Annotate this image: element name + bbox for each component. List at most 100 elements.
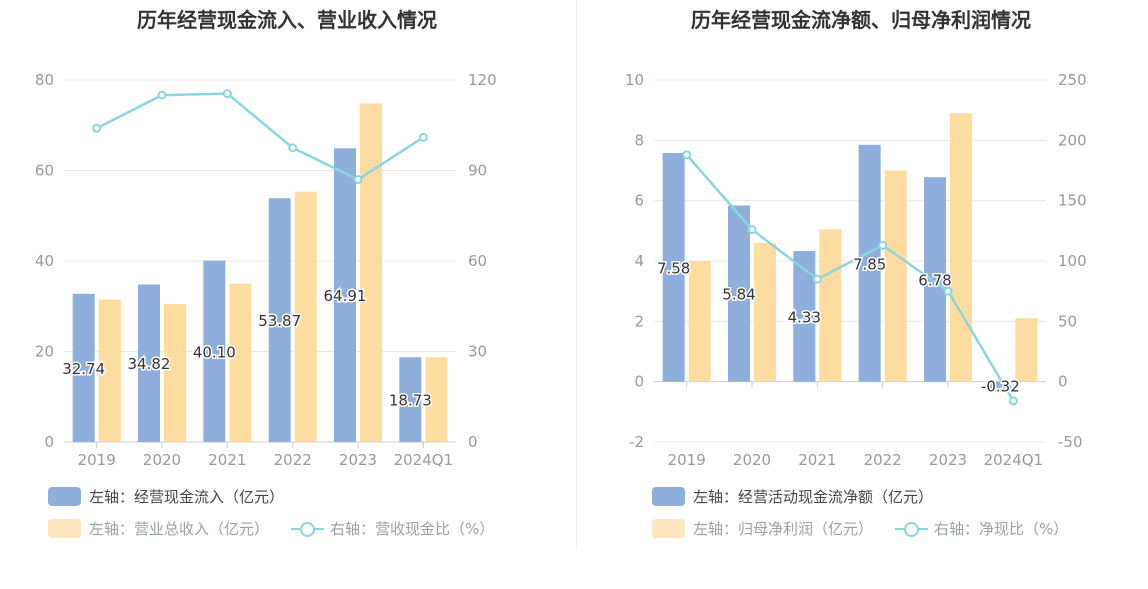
y-tick-label-right: 200 (1058, 131, 1087, 149)
y-tick-label-left: 80 (35, 71, 54, 89)
y-tick-label-left: 2 (634, 312, 644, 330)
y-tick-label-left: 4 (634, 252, 644, 270)
line-series (685, 153, 1015, 402)
legend-item[interactable]: 左轴：经营现金流入（亿元） (48, 486, 284, 507)
bar (164, 303, 186, 442)
x-tick-label: 2022 (864, 451, 902, 469)
legend-label: 右轴：净现比（%） (934, 520, 1069, 538)
legend-swatch-line (895, 519, 929, 538)
bar (399, 357, 422, 442)
y-tick-label-left: 0 (634, 373, 644, 391)
y-tick-label-right: 30 (468, 343, 487, 361)
data-label: 4.33 (788, 308, 821, 326)
bar (138, 284, 160, 442)
line-point (353, 175, 363, 185)
legend-item[interactable]: 左轴：经营活动现金流净额（亿元） (652, 486, 933, 507)
line-point (418, 132, 428, 142)
bar (203, 260, 226, 442)
legend-item[interactable]: 左轴：归母净利润（亿元） (652, 518, 873, 539)
bar (72, 293, 95, 442)
panel-divider (576, 0, 577, 550)
bar (360, 103, 382, 442)
bar (229, 283, 252, 442)
bar (294, 191, 317, 442)
y-tick-label-left: -2 (629, 433, 644, 451)
legend-label: 左轴：归母净利润（亿元） (693, 520, 874, 538)
y-tick-label-left: 20 (35, 343, 54, 361)
y-tick-label-left: 40 (35, 252, 54, 270)
x-tick-label: 2020 (733, 451, 771, 469)
bar (425, 357, 448, 442)
x-tick-label: 2021 (798, 451, 836, 469)
bar (819, 229, 842, 382)
bar (793, 251, 816, 382)
x-tick-label: 2019 (78, 451, 116, 469)
data-label: 5.84 (722, 286, 755, 304)
chart-panel-right: 历年经营现金流净额、归母净利润情况 -2 0 2 4 6 8 10 -50 0 50 100 150 2… (574, 0, 1148, 589)
legend-item[interactable]: 右轴：营收现金比（%） (291, 518, 494, 539)
bar (884, 170, 907, 382)
y-tick-label-left: 10 (625, 71, 644, 89)
line-point (878, 240, 888, 250)
y-tick-label-right: 250 (1058, 71, 1087, 89)
y-tick-label-left: 60 (35, 162, 54, 180)
legend-swatch-line (291, 519, 325, 538)
y-tick-label-right: 60 (468, 252, 487, 270)
y-tick-label-right: -50 (1058, 433, 1083, 451)
bar (728, 205, 750, 382)
chart-title: 历年经营现金流入、营业收入情况 (137, 8, 437, 32)
x-tick-label: 2024Q1 (984, 451, 1044, 469)
bar (662, 153, 685, 382)
legend-label: 左轴：经营现金流入（亿元） (89, 488, 285, 506)
line-point (157, 90, 167, 100)
y-tick-label-left: 8 (634, 131, 644, 149)
x-tick-label: 2022 (274, 451, 312, 469)
bar (98, 299, 121, 442)
chart-panel-left: 历年经营现金流入、营业收入情况 0 20 40 60 80 0 30 60 90 120 2019 2… (35, 8, 497, 539)
line-point (92, 123, 102, 133)
x-tick-label: 2023 (339, 451, 377, 469)
y-tick-label-right: 90 (468, 162, 487, 180)
legend-label: 右轴：营收现金比（%） (330, 520, 495, 538)
legend-item[interactable]: 右轴：净现比（%） (895, 518, 1068, 539)
y-tick-label-left: 6 (634, 192, 644, 210)
legend-swatch-bar (48, 519, 81, 538)
legend-swatch-bar (652, 519, 685, 538)
chart-svg: 0 20 40 60 80 0 30 60 90 120 2019 2020 2021 2022 2023 2… (35, 71, 497, 469)
line-point (222, 89, 232, 99)
line-series (96, 92, 425, 181)
y-tick-label-right: 0 (1058, 373, 1068, 391)
x-tick-label: 2024Q1 (394, 451, 454, 469)
line-point (747, 225, 757, 235)
y-tick-label-left: 0 (44, 433, 54, 451)
data-label: 32.74 (62, 360, 105, 378)
bar (754, 242, 776, 382)
bar (1015, 318, 1038, 382)
data-label: -0.32 (981, 378, 1020, 396)
y-tick-label-right: 150 (1058, 192, 1087, 210)
data-label: 64.91 (324, 287, 367, 305)
line-point (682, 150, 692, 160)
bar (989, 381, 1012, 392)
bar (858, 144, 881, 382)
bar (688, 261, 711, 382)
x-tick-label: 2020 (143, 451, 181, 469)
legend-label: 左轴：经营活动现金流净额（亿元） (693, 488, 934, 506)
data-label: 7.85 (853, 255, 886, 273)
y-tick-label-right: 100 (1058, 252, 1087, 270)
line-point (943, 286, 953, 296)
y-tick-label-right: 50 (1058, 312, 1077, 330)
y-tick-label-right: 120 (468, 71, 497, 89)
data-label: 40.10 (193, 343, 236, 361)
legend-item[interactable]: 左轴：营业总收入（亿元） (48, 518, 269, 539)
data-label: 18.73 (389, 392, 432, 410)
x-tick-label: 2021 (208, 451, 246, 469)
legend-swatch-bar (652, 487, 685, 506)
bar (950, 113, 972, 382)
data-label: 34.82 (128, 355, 171, 373)
bar (268, 198, 291, 442)
data-label: 7.58 (657, 259, 690, 277)
chart-svg: -2 0 2 4 6 8 10 -50 0 50 100 150 200 250 2019 2020 2021 2… (625, 71, 1087, 469)
line-point (288, 143, 298, 153)
data-label: 6.78 (918, 271, 951, 289)
